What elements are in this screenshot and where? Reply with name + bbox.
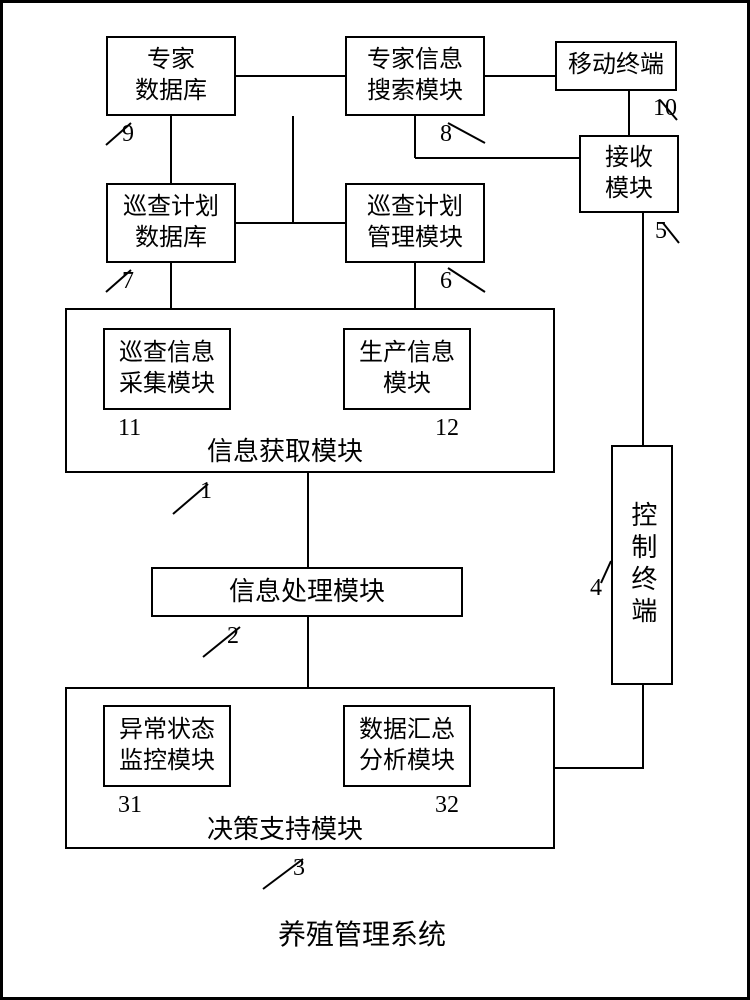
node-label: 信息处理模块 [229,575,385,609]
node-num-32: 32 [435,792,459,819]
node-inspection-plan-db: 巡查计划数据库 [106,183,236,263]
node-label: 异常状态监控模块 [119,715,215,777]
node-label: 控制终端 [625,501,659,629]
node-num-1: 1 [200,478,212,505]
node-expert-db: 专家数据库 [106,36,236,116]
node-production-info: 生产信息模块 [343,328,471,410]
node-num-6: 6 [440,268,452,295]
node-label: 决策支持模块 [207,813,363,847]
node-label: 专家数据库 [135,45,207,107]
node-num-5: 5 [655,218,667,245]
node-label: 巡查计划管理模块 [367,192,463,254]
node-label: 移动终端 [568,50,664,81]
node-data-summary: 数据汇总分析模块 [343,705,471,787]
node-label: 生产信息模块 [359,338,455,400]
node-num-3: 3 [293,855,305,882]
node-num-7: 7 [122,268,134,295]
node-num-4: 4 [590,575,602,602]
node-num-10: 10 [653,95,677,122]
node-label: 接收模块 [605,143,653,205]
node-info-process: 信息处理模块 [151,567,463,617]
node-inspection-collect: 巡查信息采集模块 [103,328,231,410]
node-num-8: 8 [440,121,452,148]
node-inspection-plan-mgmt: 巡查计划管理模块 [345,183,485,263]
node-label: 信息获取模块 [207,435,363,469]
node-num-2: 2 [227,623,239,650]
diagram-canvas: 专家数据库 9 专家信息搜索模块 8 移动终端 10 接收模块 5 巡查计划数据… [0,0,750,1000]
node-receive-module: 接收模块 [579,135,679,213]
node-num-31: 31 [118,792,142,819]
node-label: 巡查计划数据库 [123,192,219,254]
node-expert-search: 专家信息搜索模块 [345,36,485,116]
node-num-9: 9 [122,121,134,148]
node-num-11: 11 [118,415,141,442]
node-label: 专家信息搜索模块 [367,45,463,107]
node-control-terminal: 控制终端 [611,445,673,685]
node-abnormal-monitor: 异常状态监控模块 [103,705,231,787]
diagram-title: 养殖管理系统 [278,913,446,953]
node-label: 数据汇总分析模块 [359,715,455,777]
node-label: 巡查信息采集模块 [119,338,215,400]
node-mobile-terminal: 移动终端 [555,41,677,91]
node-num-12: 12 [435,415,459,442]
